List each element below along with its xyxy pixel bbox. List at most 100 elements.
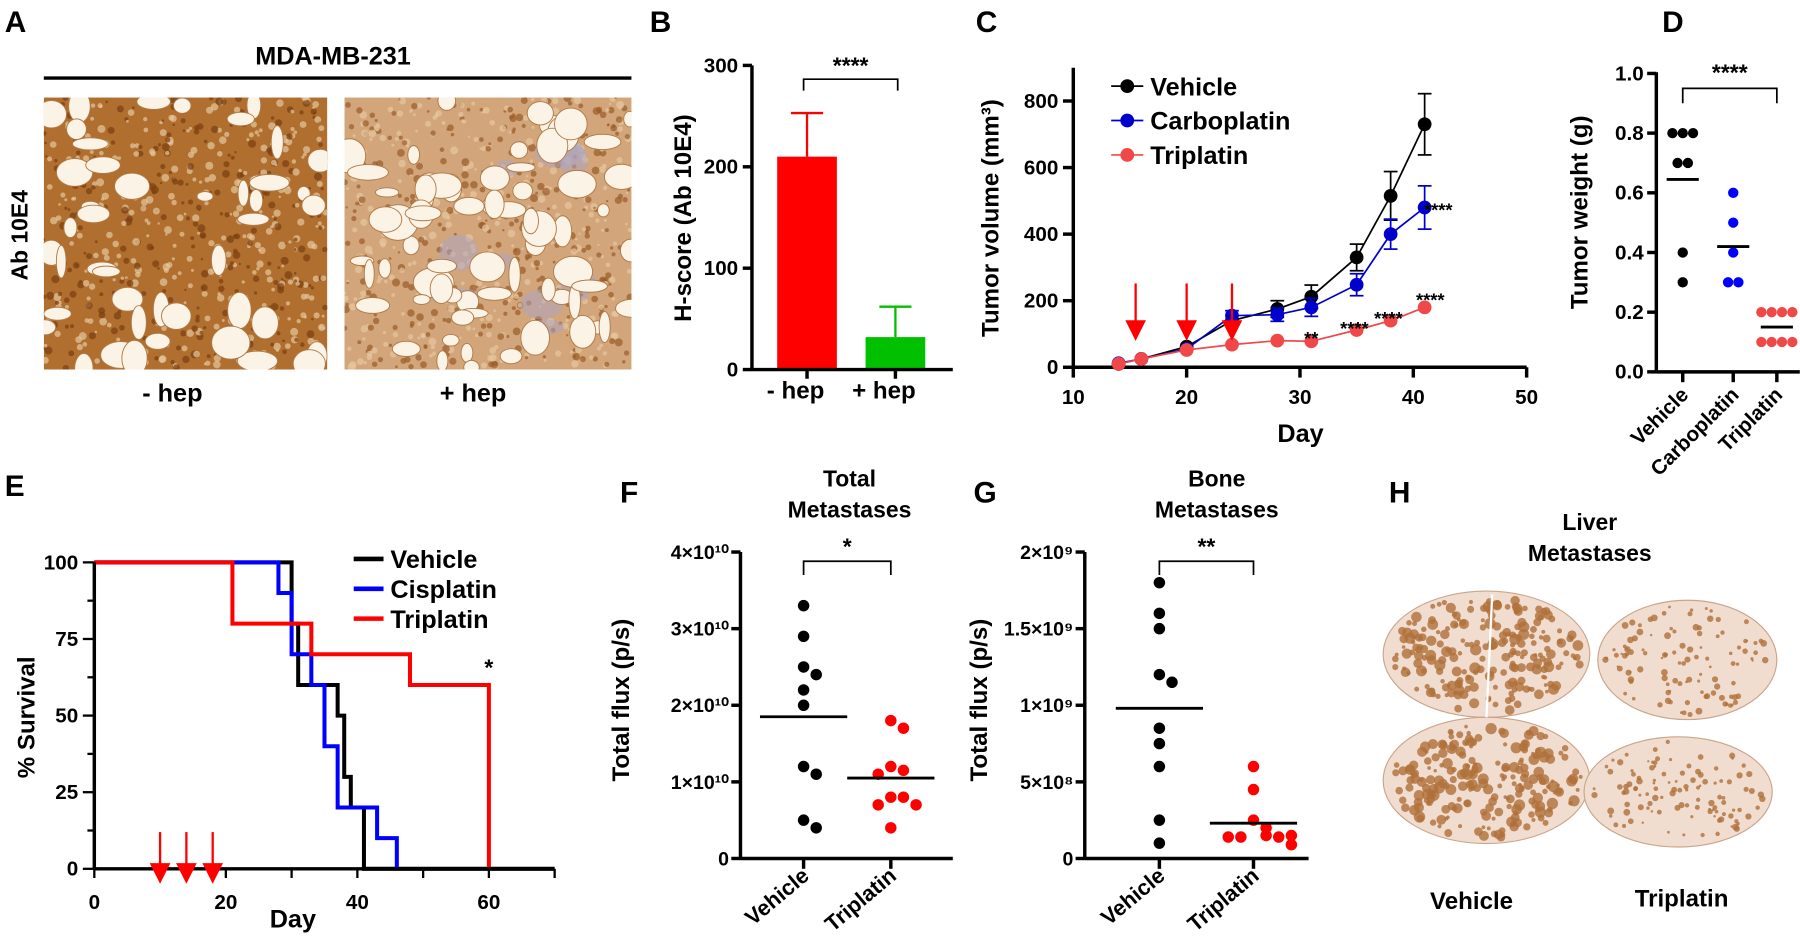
fat-droplet — [355, 297, 391, 314]
tissue-cell — [605, 107, 610, 112]
tissue-cell — [589, 355, 594, 360]
fat-droplet — [426, 258, 458, 274]
metastasis-spot — [1472, 762, 1478, 767]
legend-marker — [1120, 148, 1135, 162]
metastasis-spot — [1690, 777, 1696, 783]
significance-label: **** — [1374, 308, 1403, 329]
tissue-cell — [398, 159, 406, 168]
chart-title-line1: Bone — [1188, 466, 1245, 492]
metastasis-spot — [1568, 800, 1573, 806]
metastasis-spot — [1758, 638, 1764, 644]
tissue-cell — [149, 245, 155, 250]
metastasis-spot — [1468, 756, 1476, 764]
tissue-cell — [407, 262, 412, 267]
fat-droplet — [414, 174, 437, 205]
metastasis-spot — [1669, 626, 1673, 631]
tissue-cell — [176, 345, 182, 351]
tissue-cell — [301, 155, 305, 159]
metastasis-spot — [1542, 733, 1549, 740]
tissue-cell — [412, 260, 417, 266]
x-tick-label: 0 — [89, 891, 100, 914]
metastasis-spot — [1671, 786, 1678, 793]
tissue-cell — [287, 317, 291, 321]
tissue-cell — [485, 145, 492, 152]
tissue-cell — [494, 281, 500, 288]
tissue-cell — [193, 350, 200, 358]
fat-droplet — [499, 348, 523, 365]
arrow-head — [1125, 320, 1146, 341]
metastasis-spot — [1573, 653, 1581, 661]
metastasis-spot — [1464, 724, 1468, 729]
tissue-cell — [470, 181, 478, 189]
metastasis-spot — [1530, 640, 1537, 646]
tissue-cell — [101, 192, 109, 200]
tissue-cell — [121, 220, 127, 226]
tissue-cell — [304, 293, 310, 299]
ihc-image-minus-hep — [43, 97, 328, 370]
fat-droplet — [463, 359, 480, 370]
fat-droplet — [74, 353, 94, 370]
tissue-cell — [75, 150, 81, 156]
metastasis-spot — [1506, 803, 1512, 810]
tissue-cell — [514, 309, 521, 316]
metastasis-spot — [1698, 784, 1702, 788]
y-tick-label: 2×10¹⁰ — [671, 695, 729, 717]
panel-h-title-line2: Metastases — [1528, 540, 1652, 566]
tissue-cell — [408, 363, 414, 370]
tissue-cell — [420, 361, 427, 369]
metastasis-spot — [1613, 822, 1619, 828]
tissue-cell — [233, 106, 241, 114]
metastasis-spot — [1531, 817, 1536, 823]
tissue-cell — [322, 327, 326, 330]
metastasis-spot — [1506, 796, 1510, 801]
metastasis-spot — [1510, 595, 1520, 606]
tissue-cell — [591, 166, 600, 175]
tissue-cell — [447, 304, 456, 313]
tissue-cell — [193, 125, 200, 131]
tissue-cell — [222, 170, 230, 178]
tissue-cell — [530, 170, 537, 177]
tissue-cell — [257, 134, 260, 137]
tissue-cell — [416, 102, 423, 109]
metastasis-spot — [1542, 819, 1549, 826]
tissue-cell — [302, 281, 309, 288]
tissue-cell — [362, 120, 369, 127]
tissue-cell — [131, 279, 139, 288]
metastasis-spot — [1499, 728, 1509, 739]
metastasis-spot — [1437, 824, 1442, 829]
metastasis-spot — [1535, 746, 1547, 759]
tissue-cell — [549, 167, 557, 175]
metastasis-spot — [1447, 728, 1454, 735]
tissue-cell — [489, 119, 496, 126]
data-point — [1153, 814, 1166, 826]
tissue-cell — [355, 201, 359, 206]
data-point — [897, 791, 910, 803]
y-tick-label: 25 — [55, 781, 78, 804]
tissue-cell — [123, 257, 130, 264]
fat-droplet — [363, 259, 375, 289]
tissue-cell — [246, 138, 250, 142]
tissue-cell — [603, 218, 607, 222]
tissue-cell — [318, 226, 323, 230]
metastasis-spot — [1674, 779, 1678, 783]
data-point — [885, 822, 897, 834]
tissue-cell — [397, 251, 401, 254]
tissue-cell — [408, 283, 415, 291]
tissue-cell — [252, 270, 257, 275]
tissue-cell — [511, 306, 516, 311]
tissue-cell — [75, 263, 79, 267]
tissue-cell — [46, 291, 55, 300]
metastasis-spot — [1755, 805, 1760, 810]
fat-droplet — [68, 97, 91, 124]
data-point — [1677, 127, 1688, 139]
tissue-cell — [280, 277, 284, 281]
metastasis-spot — [1616, 665, 1623, 672]
tissue-cell — [615, 116, 623, 123]
tissue-cell — [200, 258, 204, 261]
metastasis-spot — [1446, 766, 1455, 775]
metastasis-spot — [1710, 690, 1717, 696]
tissue-cell — [116, 253, 122, 259]
tissue-cell — [345, 240, 351, 246]
data-point — [1153, 737, 1166, 750]
tissue-cell — [310, 108, 317, 115]
